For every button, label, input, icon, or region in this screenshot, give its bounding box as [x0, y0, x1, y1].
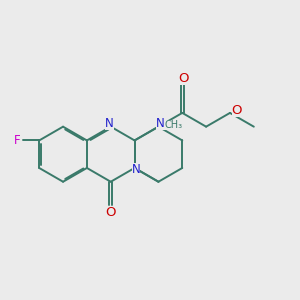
Text: N: N: [105, 118, 114, 130]
Text: CH₃: CH₃: [164, 120, 182, 130]
Text: O: O: [232, 104, 242, 117]
Text: O: O: [106, 206, 116, 218]
Text: F: F: [14, 134, 20, 147]
Text: O: O: [178, 72, 188, 86]
Text: N: N: [156, 118, 165, 130]
Text: N: N: [132, 163, 140, 176]
